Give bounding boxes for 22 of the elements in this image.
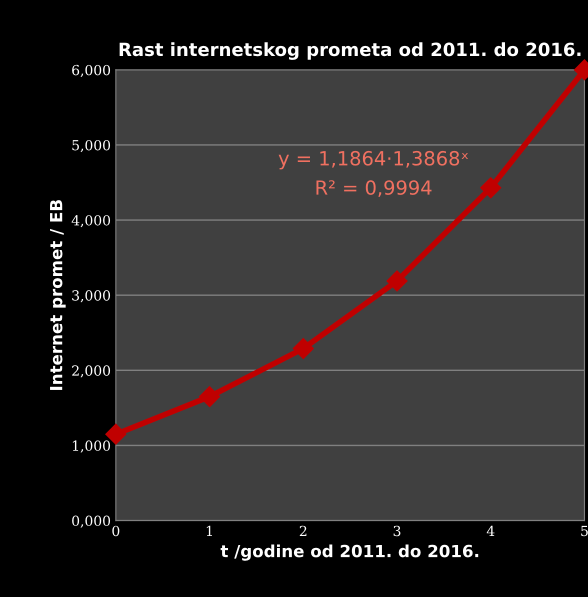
x-tick-label: 5	[581, 526, 588, 536]
point	[386, 270, 408, 292]
y-tick-label: 4,000	[72, 215, 110, 228]
x-tick-label: 2	[300, 526, 306, 536]
y-tick-label: 2,000	[72, 365, 110, 378]
y-tick-label: 5,000	[72, 140, 110, 152]
y-tick-label: 1,000	[72, 440, 110, 453]
x-tick-label: 1	[206, 526, 212, 536]
y-tick-label: 6,000	[72, 64, 110, 78]
point	[292, 338, 314, 360]
point	[480, 177, 502, 198]
annotation: y = 1,1864·1,3868ˣ	[278, 150, 468, 170]
x-tick-label: 0	[112, 526, 120, 536]
y-tick-label: 3,000	[72, 290, 110, 302]
x-tick-label: 4	[486, 526, 494, 536]
point	[199, 386, 220, 408]
x-axis-title: t /godine od 2011. do 2016.	[220, 544, 478, 561]
y-tick-label: 0,000	[72, 516, 110, 528]
y-axis-title: Internet promet / EB	[50, 200, 66, 390]
annotation: R² = 0,9994	[316, 180, 432, 197]
chart-title: Rast internetskog prometa od 2011. do 2016.	[120, 42, 580, 60]
x-tick-label: 3	[394, 526, 400, 536]
